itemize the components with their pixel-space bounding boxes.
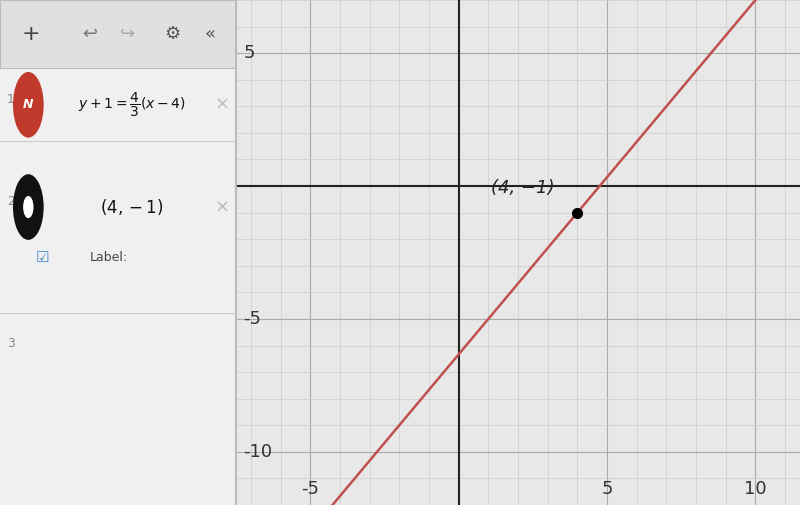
Text: Label:: Label: bbox=[90, 251, 128, 264]
Text: +: + bbox=[22, 24, 40, 44]
Text: ↪: ↪ bbox=[120, 25, 135, 43]
Text: 2: 2 bbox=[7, 195, 15, 209]
Circle shape bbox=[23, 196, 34, 218]
Text: -5: -5 bbox=[302, 480, 319, 498]
Text: 1: 1 bbox=[7, 93, 15, 106]
Text: (4, −1): (4, −1) bbox=[491, 179, 555, 197]
Text: 5: 5 bbox=[602, 480, 613, 498]
Text: $y+1=\dfrac{4}{3}(x-4)$: $y+1=\dfrac{4}{3}(x-4)$ bbox=[78, 90, 186, 119]
Text: N: N bbox=[23, 98, 34, 111]
Circle shape bbox=[13, 72, 44, 137]
Text: ↩: ↩ bbox=[82, 25, 98, 43]
Circle shape bbox=[13, 174, 44, 240]
Text: ×: × bbox=[214, 96, 230, 114]
Text: 10: 10 bbox=[744, 480, 766, 498]
Text: ×: × bbox=[214, 198, 230, 216]
Text: «: « bbox=[205, 25, 215, 43]
Text: -5: -5 bbox=[243, 310, 262, 328]
Text: 3: 3 bbox=[7, 337, 15, 350]
Bar bbox=[0, 0, 236, 68]
Text: -10: -10 bbox=[243, 443, 273, 461]
Text: $(4,-1)$: $(4,-1)$ bbox=[100, 197, 164, 217]
Text: ☑: ☑ bbox=[36, 250, 50, 265]
Text: ⚙: ⚙ bbox=[164, 25, 180, 43]
Text: 5: 5 bbox=[243, 44, 255, 62]
